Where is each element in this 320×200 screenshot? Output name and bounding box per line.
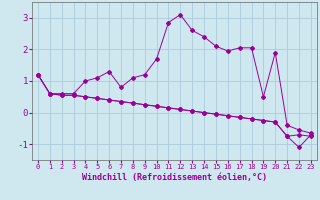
X-axis label: Windchill (Refroidissement éolien,°C): Windchill (Refroidissement éolien,°C): [82, 173, 267, 182]
